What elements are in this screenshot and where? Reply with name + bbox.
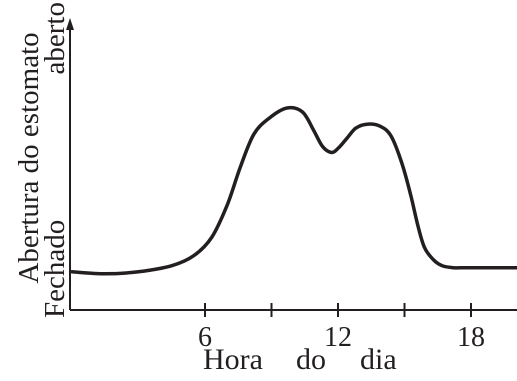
x-tick-label: 18 — [457, 322, 485, 353]
x-ticks: 6 12 18 — [198, 303, 485, 353]
y-high-label: aberto — [39, 2, 71, 74]
x-tick-label: 6 — [198, 322, 212, 353]
x-axis-title-hora: Hora — [203, 343, 263, 376]
y-axis-arrow-icon — [66, 18, 74, 30]
x-axis-title-do: do — [296, 343, 326, 376]
x-axis-title-dia: dia — [360, 343, 397, 376]
x-tick-label: 12 — [324, 322, 352, 353]
y-axis-title: Abertura do estomato — [13, 32, 45, 283]
stomata-opening-line — [70, 105, 517, 276]
y-low-label: Fechado — [39, 220, 71, 318]
